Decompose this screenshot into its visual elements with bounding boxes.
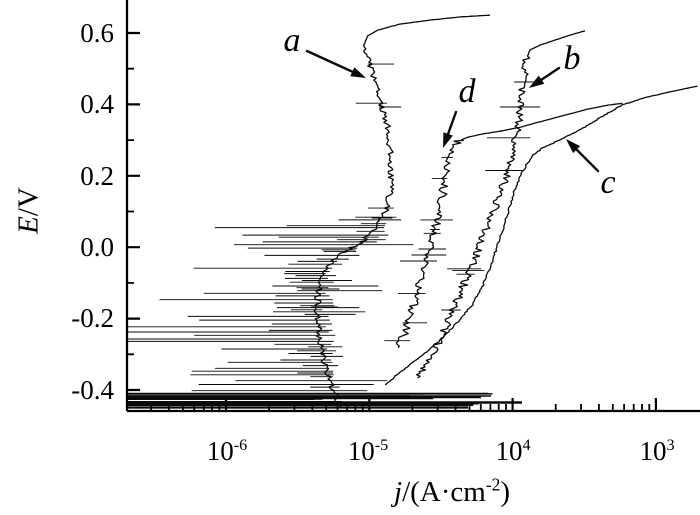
x-tick-label: 10-5 xyxy=(347,436,389,466)
y-tick-label: 0.0 xyxy=(80,232,114,262)
curve-label-d: d xyxy=(458,73,476,110)
curve-label-c: c xyxy=(600,164,616,201)
y-tick-label: 0.2 xyxy=(80,161,114,191)
x-tick-label: 103 xyxy=(639,436,675,466)
y-tick-label: 0.6 xyxy=(80,18,114,48)
y-tick-label: -0.4 xyxy=(71,375,114,405)
x-tick-label: 10-6 xyxy=(206,436,248,466)
y-tick-label: -0.2 xyxy=(71,303,114,333)
y-axis-title: E/V xyxy=(12,187,45,234)
curve-label-b: b xyxy=(563,40,581,77)
curve-label-a: a xyxy=(283,22,301,59)
y-tick-label: 0.4 xyxy=(80,89,114,119)
x-axis-title: j/(A·cm-2) xyxy=(394,474,510,508)
x-tick-label: 104 xyxy=(495,436,531,466)
